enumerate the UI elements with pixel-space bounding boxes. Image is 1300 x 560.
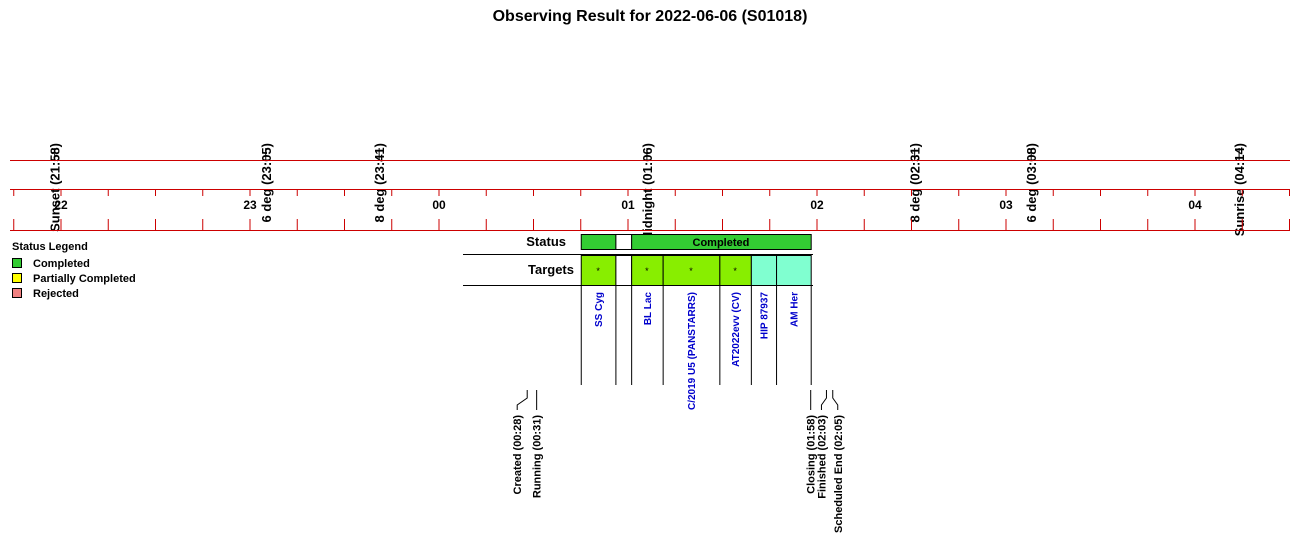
bottom-event-label-finished-02-03: Finished (02:03)	[816, 415, 828, 499]
bottom-event-markers: Created (00:28) Running (00:31) Closing (0…	[512, 390, 845, 533]
top-event-label-8-deg-02-31: 8 deg (02:31)	[908, 143, 923, 222]
top-event-label-sunset-21-58: Sunset (21:58)	[48, 143, 63, 232]
hour-tick-label-02: 02	[810, 198, 824, 212]
legend-items: Completed Partially Completed Rejected	[12, 258, 136, 300]
hour-tick-label-01: 01	[621, 198, 635, 212]
target-name-at2022evv-cv: AT2022evv (CV)	[731, 292, 742, 367]
target-mark-c-2019-u5-panstarrs: *	[689, 266, 693, 276]
status-row-label: Status	[526, 234, 566, 249]
top-event-label-6-deg-23-05: 6 deg (23:05)	[259, 143, 274, 222]
target-name-ss-cyg: SS Cyg	[594, 292, 605, 327]
bottom-event-leader-scheduled-end-02-05	[832, 390, 839, 410]
hour-tick-label-04: 04	[1188, 198, 1202, 212]
bottom-event-label-created-00-28: Created (00:28)	[512, 415, 524, 495]
target-name-bl-lac: BL Lac	[643, 292, 654, 326]
bottom-event-label-closing-01-58: Closing (01:58)	[806, 415, 818, 494]
legend-swatch-completed	[12, 258, 22, 268]
target-block-bl-lac	[631, 255, 664, 286]
status-segment-3	[631, 234, 812, 250]
target-name-hip-87937: HIP 87937	[759, 292, 770, 340]
target-block-hip-87937	[750, 255, 778, 286]
target-mark-ss-cyg: *	[596, 266, 600, 276]
target-mark-at2022evv-cv: *	[733, 266, 737, 276]
target-bar: * SS Cyg * BL Lac * C/2019 U5 (PANSTARRS) * AT2…	[580, 255, 812, 410]
legend-swatch-rejected	[12, 288, 22, 298]
top-event-label-8-deg-23-41: 8 deg (23:41)	[372, 143, 387, 222]
target-block-c-2019-u5-panstarrs	[662, 255, 721, 286]
legend-title: Status Legend	[12, 241, 88, 253]
hour-tick-label-03: 03	[999, 198, 1013, 212]
target-block-ss-cyg	[580, 255, 617, 286]
status-segment-label: Completed	[693, 237, 750, 249]
diagram-title: Observing Result for 2022-06-06 (S01018)	[493, 8, 808, 25]
target-name-am-her: AM Her	[789, 292, 800, 327]
top-event-label-6-deg-03-08: 6 deg (03:08)	[1024, 143, 1039, 222]
top-event-label-midnight-01-06: Midnight (01:06)	[640, 143, 655, 243]
hour-tick-label-00: 00	[432, 198, 446, 212]
target-block-am-her	[776, 255, 812, 286]
bottom-event-leader-finished-02-03	[820, 390, 827, 410]
bottom-event-label-scheduled-end-02-05: Scheduled End (02:05)	[833, 415, 845, 533]
top-event-markers: Sunset (21:58) 6 deg (23:05) 8 deg (23:41)…	[48, 143, 1247, 243]
legend-label-partially-completed: Partially Completed	[33, 273, 136, 285]
status-target-rows: Status Targets Completed *SS Cyg*BL Lac*…	[463, 234, 813, 410]
status-segment-1	[580, 234, 617, 250]
hour-tick-label-23: 23	[243, 198, 257, 212]
time-axis: 22 23 00 01 02 03 04	[10, 160, 1290, 231]
status-legend: Status Legend Completed Partially Complet…	[12, 241, 136, 300]
target-block-at2022evv-cv	[719, 255, 752, 286]
target-name-c-2019-u5-panstarrs: C/2019 U5 (PANSTARRS)	[687, 292, 698, 410]
bottom-event-label-running-00-31: Running (00:31)	[532, 415, 544, 498]
target-mark-bl-lac: *	[645, 266, 649, 276]
status-bar: Completed	[580, 234, 812, 250]
legend-swatch-partially-completed	[12, 273, 22, 283]
legend-label-completed: Completed	[33, 258, 90, 270]
targets-row-label: Targets	[528, 262, 574, 277]
hour-tick-label-22: 22	[54, 198, 68, 212]
target-block-gap-1	[615, 255, 633, 286]
bottom-event-leader-created-00-28	[516, 390, 528, 410]
status-segment-2	[615, 234, 633, 250]
legend-label-rejected: Rejected	[33, 288, 79, 300]
